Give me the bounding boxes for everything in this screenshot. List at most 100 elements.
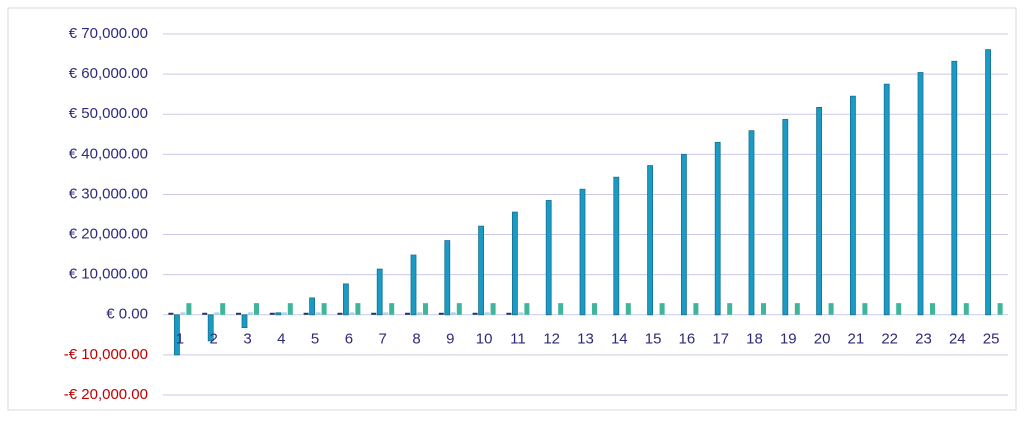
bar [506, 312, 512, 315]
bar [985, 49, 991, 316]
bar [850, 95, 856, 316]
bar [518, 312, 524, 315]
x-tick-label: 3 [243, 331, 251, 348]
bar [782, 119, 789, 316]
bar [236, 312, 241, 315]
bar [202, 312, 208, 315]
bar [349, 312, 355, 315]
bar [269, 312, 275, 315]
bar [376, 268, 383, 316]
bar [862, 303, 868, 315]
x-tick-label: 21 [848, 331, 865, 348]
bar [371, 312, 377, 315]
x-tick-label: 25 [983, 331, 1000, 348]
bar [930, 303, 935, 315]
bar [558, 303, 564, 315]
bar [438, 312, 444, 315]
x-tick-label: 7 [379, 331, 387, 348]
bar [681, 153, 687, 316]
bar [173, 314, 180, 356]
x-tick-label: 23 [915, 331, 932, 348]
bar [254, 303, 259, 315]
x-tick-label: 14 [611, 331, 628, 348]
y-tick-label: € 30,000.00 [69, 185, 148, 202]
bar [281, 312, 287, 315]
bar [287, 303, 293, 315]
y-tick-label: € 20,000.00 [69, 226, 148, 243]
bar [450, 312, 456, 315]
bar [207, 314, 214, 342]
y-tick-label: € 60,000.00 [69, 65, 148, 82]
bar [405, 312, 410, 315]
x-tick-label: 11 [510, 331, 526, 348]
bar [963, 303, 969, 315]
x-tick-label: 6 [345, 331, 353, 348]
bar [417, 312, 422, 315]
x-tick-label: 22 [881, 331, 898, 348]
bar [727, 303, 733, 315]
bar [214, 312, 220, 315]
bar [315, 312, 321, 315]
bar [714, 141, 721, 316]
bar [389, 303, 395, 315]
x-tick-label: 1 [176, 331, 184, 348]
bar [794, 303, 800, 315]
bar [303, 312, 309, 315]
bar [693, 303, 699, 315]
chart-frame [7, 7, 1017, 411]
x-tick-label: 16 [679, 331, 696, 348]
bar [951, 60, 958, 316]
x-tick-label: 12 [543, 331, 560, 348]
y-tick-label: -€ 10,000.00 [64, 346, 148, 363]
bar [748, 130, 755, 316]
x-tick-label: 10 [476, 331, 493, 348]
bar [355, 303, 361, 315]
x-tick-label: 9 [446, 331, 454, 348]
x-tick-label: 2 [210, 331, 218, 348]
bar [383, 312, 389, 315]
bar [456, 303, 462, 315]
y-tick-label: -€ 20,000.00 [64, 386, 148, 403]
bar [917, 72, 924, 316]
y-tick-label: € 0.00 [106, 306, 148, 323]
x-tick-label: 17 [712, 331, 729, 348]
bar [423, 303, 428, 315]
bar [659, 303, 665, 315]
bar [761, 303, 766, 315]
y-tick-label: € 10,000.00 [69, 266, 148, 283]
bar [478, 225, 485, 316]
y-tick-label: € 50,000.00 [69, 105, 148, 122]
bar [309, 297, 316, 316]
bar [592, 303, 597, 315]
y-tick-label: € 40,000.00 [69, 145, 148, 162]
bar [490, 303, 496, 315]
bar [321, 303, 327, 315]
bar [444, 240, 451, 316]
bar [248, 312, 253, 315]
bar [613, 176, 620, 316]
x-tick-label: 19 [780, 331, 797, 348]
bar [512, 211, 518, 316]
bar [180, 312, 186, 315]
bar [524, 303, 530, 315]
bar [168, 312, 174, 315]
bar [997, 303, 1003, 315]
x-tick-label: 24 [949, 331, 966, 348]
bar [220, 303, 226, 315]
x-tick-label: 13 [577, 331, 594, 348]
bar [275, 312, 282, 316]
x-tick-label: 8 [412, 331, 420, 348]
bar [896, 303, 902, 315]
bar [828, 303, 834, 315]
bar [647, 165, 653, 316]
bar [625, 303, 631, 315]
bar [545, 200, 552, 316]
bar [472, 312, 478, 315]
x-tick-label: 20 [814, 331, 831, 348]
bar [337, 312, 343, 315]
bar [342, 283, 349, 316]
bar [410, 254, 417, 316]
bar [883, 83, 890, 316]
x-tick-label: 15 [645, 331, 662, 348]
